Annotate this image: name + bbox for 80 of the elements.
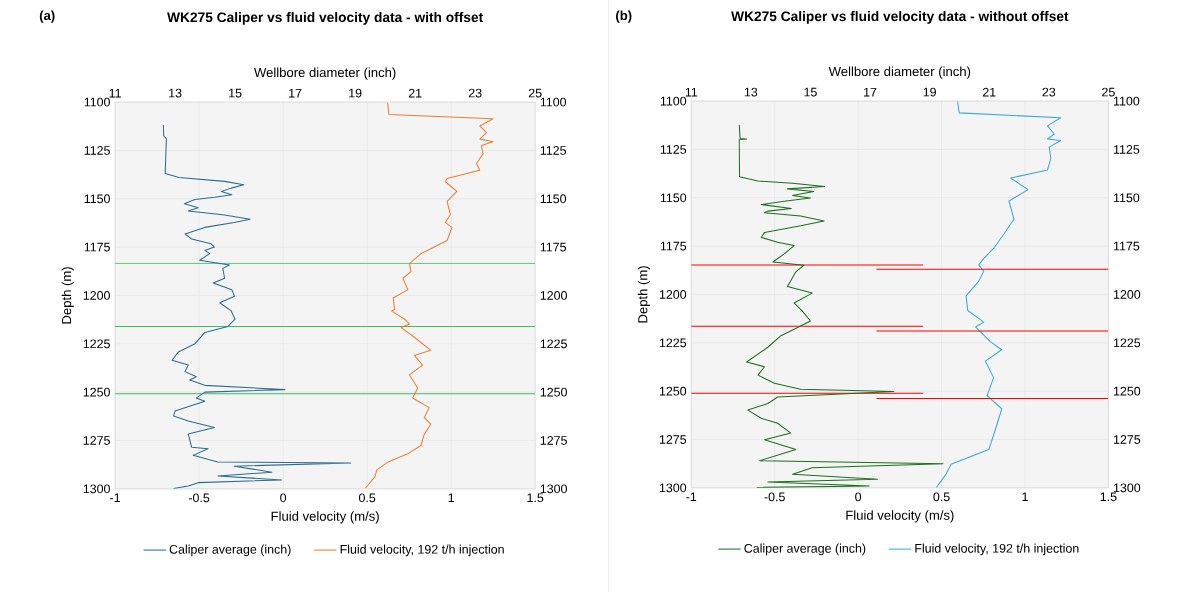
y-tick-label: 1275 (659, 435, 687, 444)
y2-tick-label: 1125 (540, 146, 567, 155)
line-series (935, 101, 1062, 488)
x-tick-label: 0 (280, 493, 287, 503)
y2-tick-label: 1200 (1113, 290, 1141, 299)
x-tick-label: 0 (855, 492, 862, 502)
x2-axis-title: Wellbore diameter (inch) (828, 66, 971, 79)
x2-tick-label: 11 (109, 88, 121, 98)
x-tick-label: 1 (1022, 492, 1028, 502)
x-tick-label: -0.5 (764, 492, 785, 502)
y2-tick-label: 1125 (1113, 145, 1140, 154)
line-series (364, 102, 494, 489)
y2-tick-label: 1225 (540, 339, 567, 349)
y-tick-label: 1200 (83, 291, 110, 300)
y-tick-label: 1225 (83, 339, 110, 349)
legend-label: Fluid velocity, 192 t/h injection (340, 544, 504, 557)
x-tick-label: -1 (686, 492, 697, 502)
legend-label: Caliper average (inch) (744, 543, 866, 556)
y-tick-label: 1275 (83, 436, 110, 445)
x-tick-label: 1 (448, 493, 454, 503)
x2-tick-label: 25 (528, 88, 542, 98)
y-tick-label: 1300 (83, 484, 110, 494)
x-tick-label: 1.5 (527, 493, 544, 503)
x-tick-label: 0.5 (933, 492, 950, 502)
x2-tick-label: 21 (408, 88, 422, 98)
y2-tick-label: 1300 (540, 484, 567, 494)
y-tick-label: 1100 (660, 96, 687, 106)
y-tick-label: 1250 (83, 387, 110, 397)
x-tick-label: 0.5 (358, 493, 376, 503)
x2-tick-label: 11 (685, 87, 698, 97)
y-tick-label: 1100 (84, 97, 110, 107)
y2-tick-label: 1250 (540, 387, 567, 397)
y2-tick-label: 1100 (540, 97, 567, 107)
y-tick-label: 1125 (660, 145, 687, 154)
x2-tick-label: 17 (289, 88, 302, 98)
y2-tick-label: 1150 (540, 194, 567, 204)
chart-title: WK275 Caliper vs fluid velocity data - without offset (731, 11, 1069, 24)
y-tick-label: 1150 (660, 193, 687, 203)
y-tick-label: 1200 (659, 290, 687, 299)
x2-tick-label: 19 (349, 88, 362, 98)
x2-tick-label: 23 (468, 88, 482, 98)
x2-tick-label: 21 (982, 87, 996, 97)
y-tick-label: 1300 (659, 483, 687, 493)
x-axis-title: Fluid velocity (m/s) (846, 510, 954, 523)
y-tick-label: 1225 (659, 338, 687, 348)
x-tick-label: -0.5 (188, 493, 210, 503)
x-tick-label: -1 (110, 493, 120, 503)
y2-tick-label: 1275 (540, 436, 567, 445)
y2-tick-label: 1175 (540, 242, 567, 252)
text: (a) (39, 10, 55, 23)
x-tick-label: 1.5 (1100, 492, 1117, 502)
x2-tick-label: 19 (923, 87, 936, 97)
y-tick-label: 1150 (84, 194, 110, 204)
x2-tick-label: 15 (804, 87, 817, 97)
y2-tick-label: 1150 (1113, 193, 1140, 203)
y2-tick-label: 1175 (1113, 241, 1140, 251)
x2-tick-label: 15 (229, 88, 242, 98)
x2-tick-label: 23 (1042, 87, 1056, 97)
chart-title: WK275 Caliper vs fluid velocity data - with offset (167, 12, 484, 25)
y-tick-label: 1250 (659, 386, 687, 396)
x2-axis-title: Wellbore diameter (inch) (254, 67, 396, 80)
legend-label: Caliper average (inch) (169, 544, 291, 557)
x2-tick-label: 13 (169, 88, 182, 98)
y-tick-label: 1125 (84, 146, 110, 155)
y2-tick-label: 1225 (1113, 338, 1141, 348)
y2-tick-label: 1275 (1113, 435, 1141, 444)
x2-tick-label: 13 (744, 87, 758, 97)
y-tick-label: 1175 (660, 241, 687, 251)
x-axis-title: Fluid velocity (m/s) (271, 511, 379, 524)
y2-tick-label: 1200 (540, 291, 567, 300)
y-axis-title: Depth (m) (637, 266, 650, 323)
x2-tick-label: 17 (864, 87, 877, 97)
x2-tick-label: 25 (1102, 87, 1115, 97)
y2-tick-label: 1100 (1113, 96, 1140, 106)
y2-tick-label: 1300 (1113, 483, 1141, 493)
y2-tick-label: 1250 (1113, 386, 1141, 396)
y-tick-label: 1175 (84, 242, 110, 252)
text: (b) (616, 10, 632, 23)
y-axis-title: Depth (m) (61, 267, 74, 324)
legend-label: Fluid velocity, 192 t/h injection (915, 543, 1079, 556)
